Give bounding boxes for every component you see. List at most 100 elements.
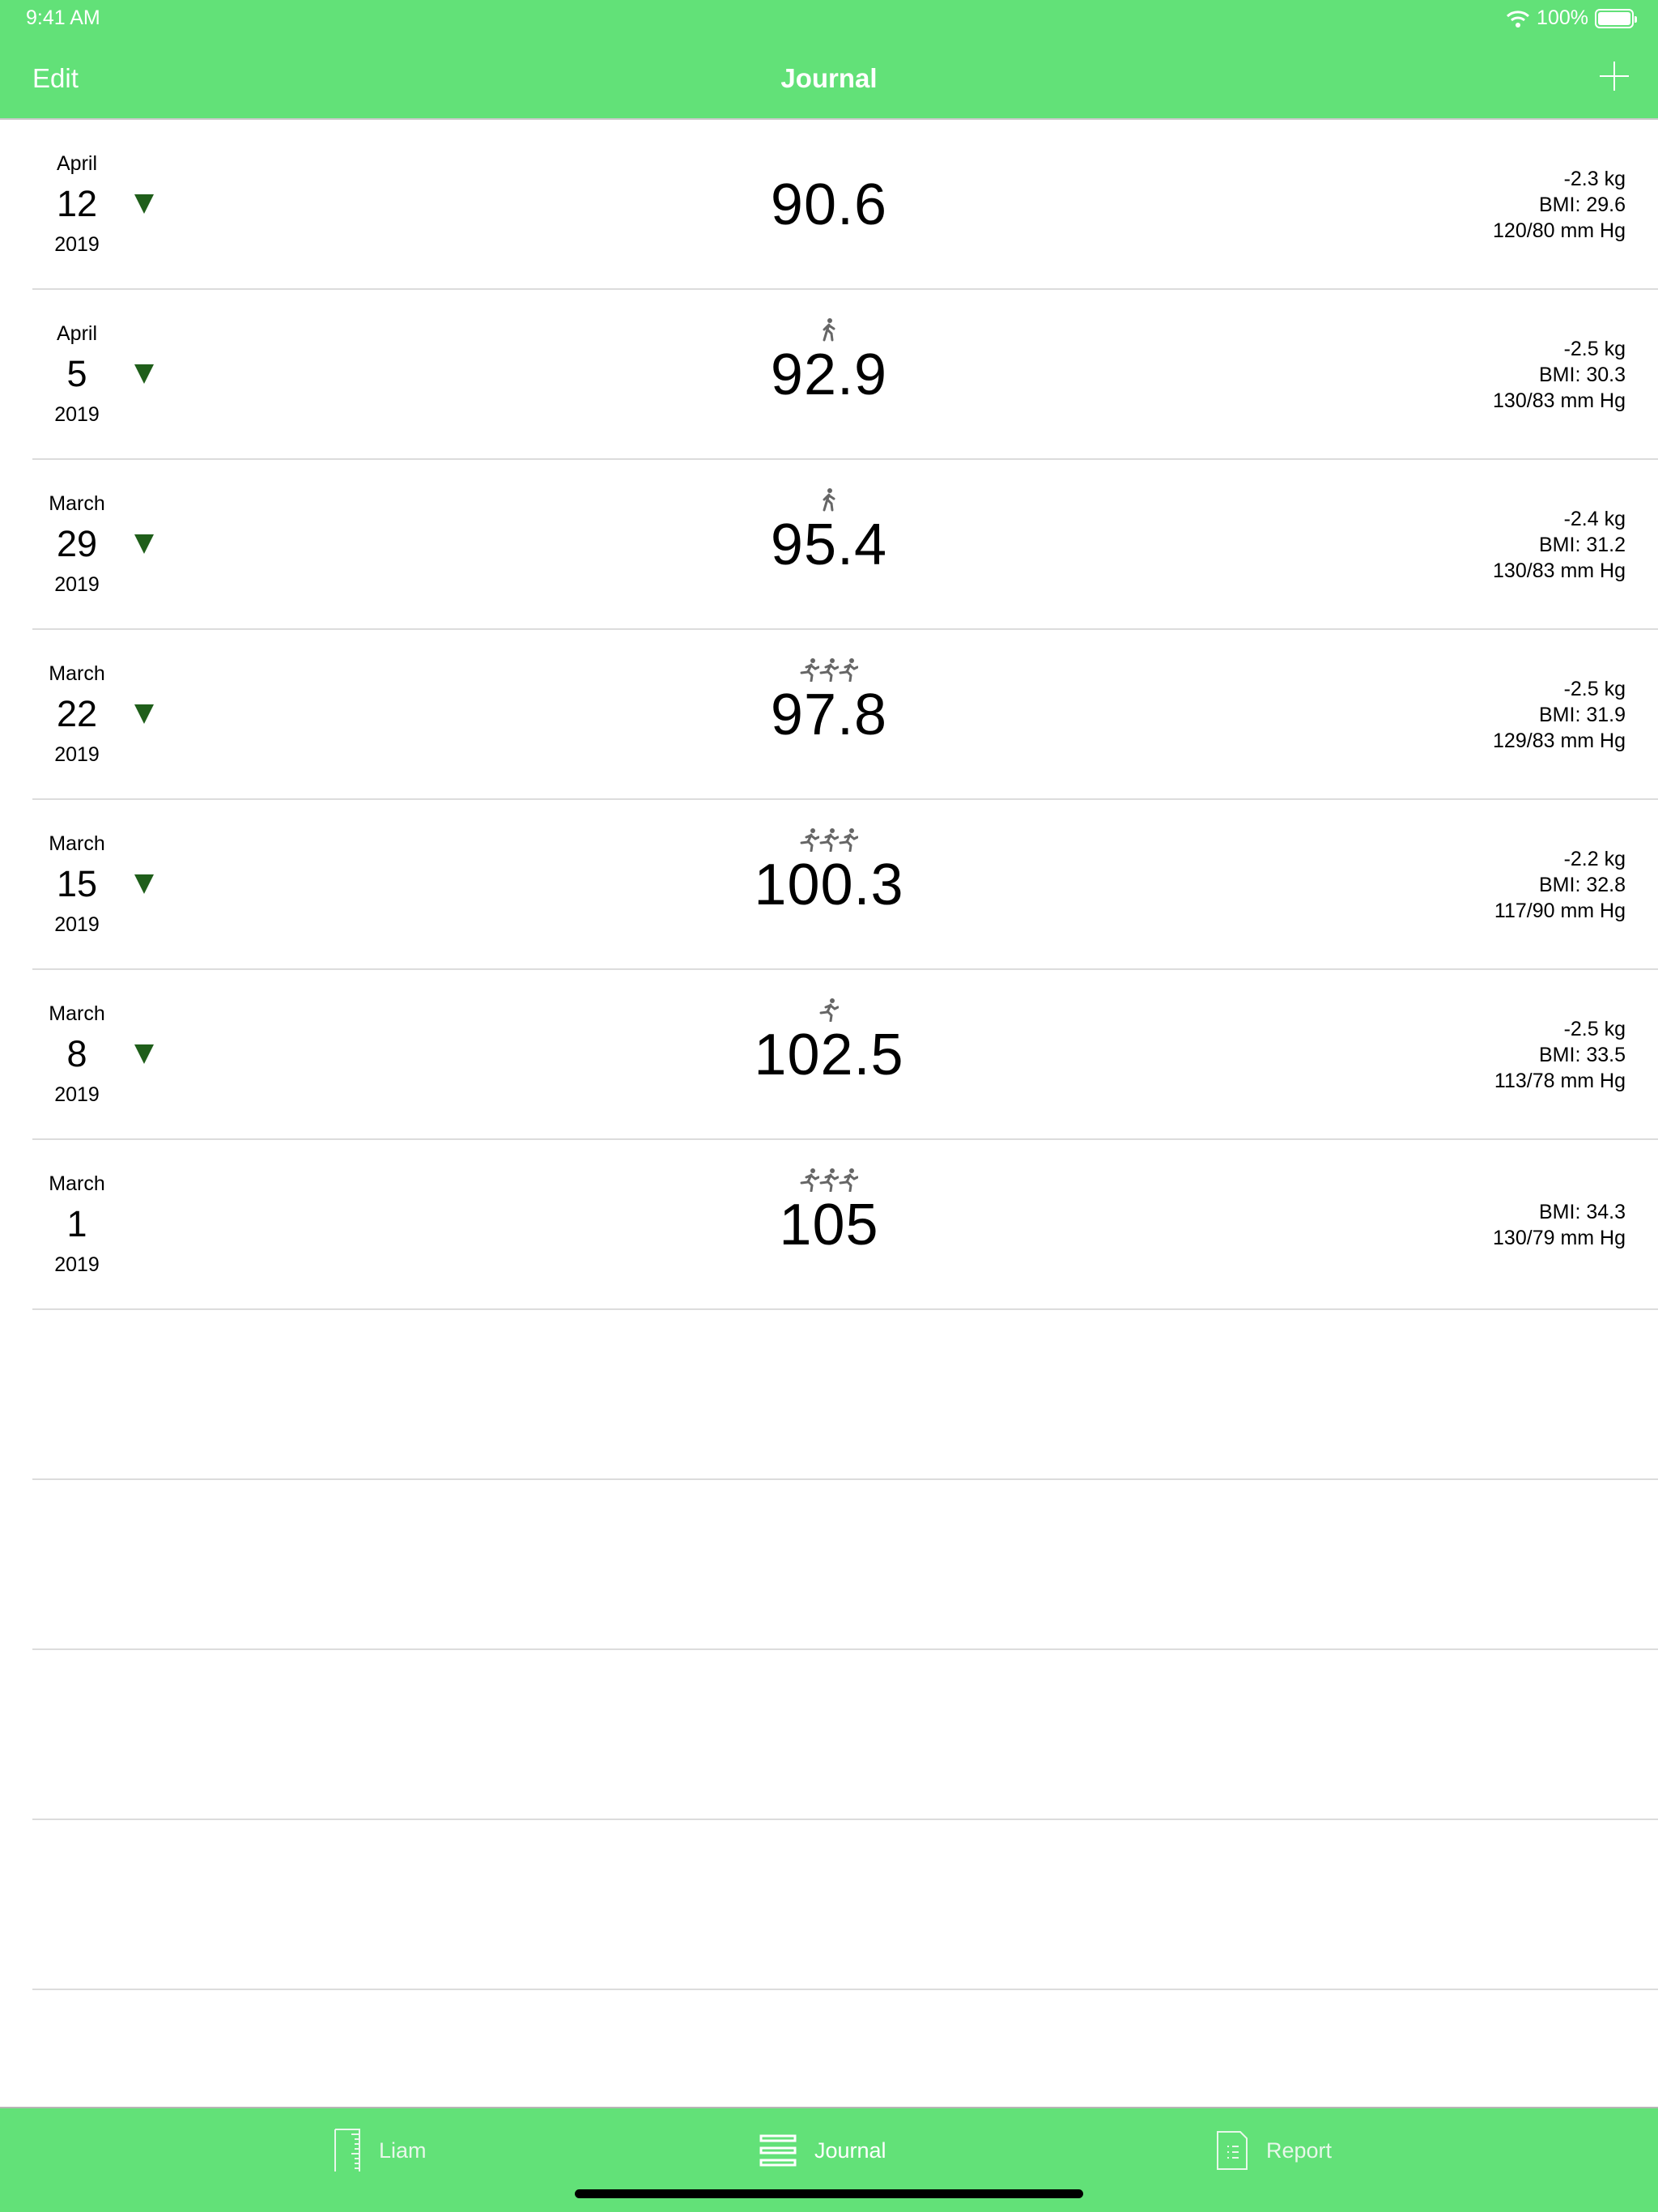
entry-weight-area: 100.3: [0, 800, 1658, 970]
entry-date: March 15 2019: [32, 800, 121, 970]
journal-entry-row[interactable]: March 8 2019 102.5 -2.5 kg BMI: 33.5 113…: [32, 970, 1658, 1140]
bmi: BMI: 31.9: [1539, 704, 1626, 726]
entry-weight-area: 102.5: [0, 970, 1658, 1140]
activity-indicator: [0, 317, 1658, 345]
tab-label: Journal: [814, 2138, 886, 2163]
entry-date: March 29 2019: [32, 460, 121, 630]
blood-pressure: 117/90 mm Hg: [1494, 900, 1626, 922]
tab-liam[interactable]: Liam: [334, 2128, 427, 2173]
journal-list: April 12 2019 90.6 -2.3 kg BMI: 29.6 120…: [0, 120, 1658, 1990]
entry-details: -2.4 kg BMI: 31.2 130/83 mm Hg: [1493, 460, 1626, 630]
blood-pressure: 120/80 mm Hg: [1493, 219, 1626, 242]
entry-details: -2.3 kg BMI: 29.6 120/80 mm Hg: [1493, 120, 1626, 290]
running-icon: [839, 1168, 858, 1192]
status-time: 9:41 AM: [26, 6, 100, 29]
weight-change: -2.4 kg: [1563, 508, 1626, 530]
entry-weight-area: 90.6: [0, 120, 1658, 290]
journal-entry-row[interactable]: March 1 2019 105 BMI: 34.3 130/79 mm Hg: [32, 1140, 1658, 1310]
activity-indicator: [0, 657, 1658, 685]
entry-date: March 8 2019: [32, 970, 121, 1140]
document-icon: [1217, 2131, 1248, 2170]
activity-indicator: [0, 827, 1658, 855]
entry-year: 2019: [54, 233, 100, 256]
entry-date: April 12 2019: [32, 120, 121, 290]
ruler-icon: [334, 2129, 360, 2172]
trend-down-icon: [134, 364, 154, 384]
plus-icon[interactable]: [1600, 62, 1629, 91]
entry-weight-area: 92.9: [0, 290, 1658, 460]
entry-weight: 92.9: [770, 342, 888, 407]
entry-day: 22: [56, 693, 98, 734]
running-icon: [819, 998, 839, 1022]
weight-change: -2.3 kg: [1563, 168, 1626, 190]
walking-icon: [823, 318, 835, 342]
entry-year: 2019: [54, 1253, 100, 1276]
entry-weight: 105: [779, 1193, 879, 1257]
running-icon: [819, 1168, 839, 1192]
trend-down-icon: [134, 704, 154, 724]
running-icon: [839, 828, 858, 852]
running-icon: [800, 1168, 819, 1192]
journal-entry-row[interactable]: April 12 2019 90.6 -2.3 kg BMI: 29.6 120…: [32, 120, 1658, 290]
weight-change: -2.2 kg: [1563, 848, 1626, 870]
entry-date: March 22 2019: [32, 630, 121, 800]
entry-details: -2.5 kg BMI: 30.3 130/83 mm Hg: [1493, 290, 1626, 460]
blood-pressure: 130/79 mm Hg: [1493, 1227, 1626, 1249]
bmi: BMI: 32.8: [1539, 874, 1626, 896]
blood-pressure: 130/83 mm Hg: [1493, 389, 1626, 412]
entry-month: March: [49, 832, 105, 855]
entry-month: April: [56, 152, 97, 175]
entry-year: 2019: [54, 403, 100, 426]
entry-weight: 102.5: [754, 1023, 904, 1087]
battery-percent: 100%: [1537, 6, 1588, 29]
edit-button[interactable]: Edit: [32, 63, 79, 93]
bmi: BMI: 30.3: [1539, 364, 1626, 386]
bmi: BMI: 34.3: [1539, 1201, 1626, 1223]
tab-report[interactable]: Report: [1216, 2128, 1332, 2173]
entry-weight: 90.6: [770, 172, 888, 237]
entry-details: BMI: 34.3 130/79 mm Hg: [1493, 1140, 1626, 1310]
journal-entry-row[interactable]: March 15 2019 100.3 -2.2 kg BMI: 32.8 11…: [32, 800, 1658, 970]
entry-details: -2.5 kg BMI: 31.9 129/83 mm Hg: [1493, 630, 1626, 800]
home-indicator: [575, 2189, 1083, 2198]
entry-day: 1: [66, 1203, 87, 1244]
entry-date: April 5 2019: [32, 290, 121, 460]
entry-weight: 97.8: [770, 683, 888, 747]
entry-weight-area: 105: [0, 1140, 1658, 1310]
activity-indicator: [0, 487, 1658, 515]
entry-month: April: [56, 322, 97, 345]
tab-label: Report: [1266, 2138, 1333, 2163]
entry-month: March: [49, 1172, 105, 1195]
journal-entry-row[interactable]: April 5 2019 92.9 -2.5 kg BMI: 30.3 130/…: [32, 290, 1658, 460]
journal-entry-row[interactable]: March 29 2019 95.4 -2.4 kg BMI: 31.2 130…: [32, 460, 1658, 630]
bmi: BMI: 33.5: [1539, 1044, 1626, 1066]
list-icon: [759, 2134, 797, 2167]
weight-change: -2.5 kg: [1563, 338, 1626, 360]
tab-journal[interactable]: Journal: [759, 2128, 886, 2173]
empty-row: [32, 1310, 1658, 1480]
empty-row: [32, 1650, 1658, 1820]
entry-year: 2019: [54, 913, 100, 936]
entry-day: 12: [56, 183, 98, 224]
entry-weight: 95.4: [770, 513, 888, 577]
activity-indicator: [0, 1168, 1658, 1195]
entry-day: 8: [66, 1033, 87, 1074]
entry-day: 15: [56, 863, 98, 904]
running-icon: [819, 828, 839, 852]
blood-pressure: 129/83 mm Hg: [1493, 730, 1626, 752]
journal-entry-row[interactable]: March 22 2019 97.8 -2.5 kg BMI: 31.9 129…: [32, 630, 1658, 800]
wifi-icon: [1507, 10, 1530, 28]
running-icon: [819, 658, 839, 682]
entry-year: 2019: [54, 1083, 100, 1106]
battery-icon: [1595, 8, 1637, 28]
tab-label: Liam: [379, 2138, 427, 2163]
bmi: BMI: 29.6: [1539, 194, 1626, 216]
blood-pressure: 113/78 mm Hg: [1494, 1070, 1626, 1092]
entry-month: March: [49, 1002, 105, 1025]
weight-change: -2.5 kg: [1563, 678, 1626, 700]
walking-icon: [823, 488, 835, 512]
entry-year: 2019: [54, 573, 100, 596]
entry-day: 29: [56, 523, 98, 564]
blood-pressure: 130/83 mm Hg: [1493, 559, 1626, 582]
activity-indicator: [0, 998, 1658, 1025]
